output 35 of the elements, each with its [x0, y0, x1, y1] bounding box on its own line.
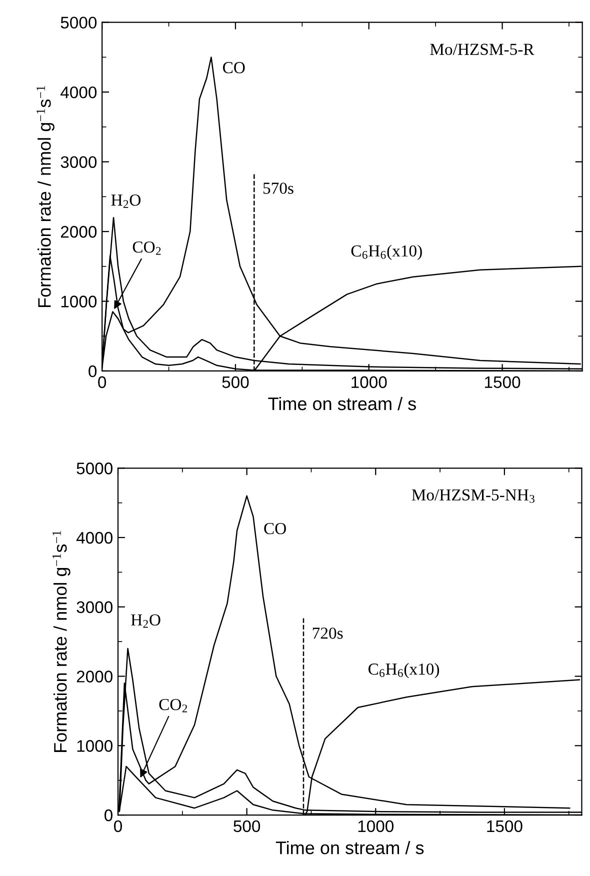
x-tick-label: 1000: [352, 376, 387, 388]
y-tick-label: 4000: [76, 532, 112, 544]
y-tick-label: 4000: [60, 86, 97, 98]
ref-line-label: 570s: [263, 182, 294, 194]
x-tick-label: 0: [114, 820, 122, 832]
y-tick-label: 2000: [60, 226, 97, 238]
y-tick-label: 1000: [61, 296, 97, 308]
text: CO$_{2}$: [159, 698, 188, 712]
series-label: C$_{6}$H$_{6}$(x10): [368, 663, 440, 678]
y-tick-label: 3000: [60, 156, 97, 168]
y-tick-label: 0: [88, 365, 97, 378]
ref-line-label: 720s: [312, 628, 343, 639]
y-tick-label: 5000: [76, 462, 112, 474]
y-tick-label: 2000: [76, 670, 112, 682]
y-axis-title: Formation rate / nmol g$^{−1}$s$^{−1}$: [52, 530, 70, 752]
series-label: CO: [222, 62, 245, 74]
series-label: H$_{2}$O: [131, 614, 160, 628]
x-tick-label: 1500: [487, 820, 522, 832]
text: Mo/HZSM-5-NH$_{3}$: [412, 489, 534, 503]
series-label: C$_{6}$H$_{6}$(x10): [351, 244, 422, 260]
y-tick-label: 1000: [77, 740, 112, 752]
text: CO$_{2}$: [132, 241, 161, 255]
y-axis-title: Formation rate / nmol g$^{−1}$s$^{−1}$: [36, 86, 54, 308]
x-tick-label: 500: [234, 820, 260, 832]
y-tick-label: 0: [104, 809, 112, 822]
y-tick-label: 5000: [60, 16, 97, 29]
x-tick-label: 1500: [485, 376, 520, 388]
y-tick-label: 3000: [76, 601, 112, 614]
text: Mo/HZSM-5-R: [430, 44, 534, 55]
x-axis-title: Time on stream / s: [268, 396, 416, 410]
x-tick-label: 1000: [358, 820, 394, 832]
x-tick-label: 500: [222, 376, 249, 388]
series-label: H$_{2}$O: [111, 194, 141, 208]
x-axis-title: Time on stream / s: [276, 840, 424, 854]
series-label: CO: [264, 522, 286, 534]
